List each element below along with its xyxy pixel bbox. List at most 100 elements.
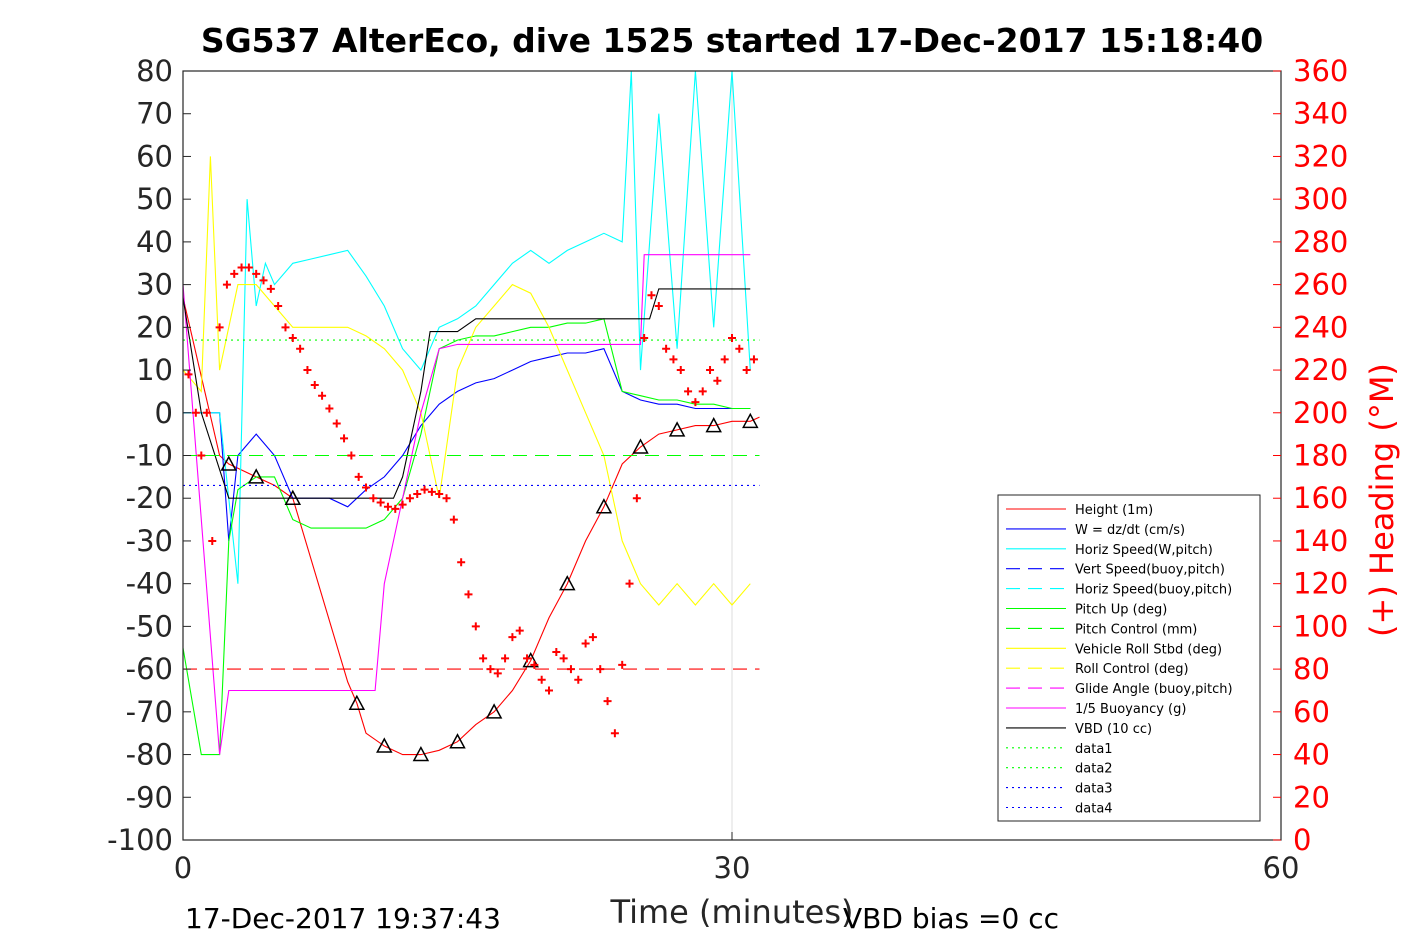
heading-point bbox=[676, 366, 685, 375]
legend: Height (1m) W = dz/dt (cm/s) Horiz Speed(W… bbox=[997, 494, 1261, 822]
height-marker bbox=[668, 421, 686, 437]
height-marker bbox=[742, 412, 759, 429]
legend-label: data2 bbox=[1075, 762, 1113, 777]
x-tick-label: 60 bbox=[1263, 851, 1300, 885]
height-marker bbox=[449, 733, 466, 749]
heading-point bbox=[427, 487, 436, 496]
height-marker bbox=[595, 498, 613, 514]
heading-point bbox=[552, 648, 561, 657]
heading-point bbox=[202, 408, 211, 417]
heading-point bbox=[369, 494, 378, 503]
legend-label: Pitch Control (mm) bbox=[1075, 622, 1197, 637]
y-tick-label-right: 140 bbox=[1293, 524, 1348, 558]
heading-point bbox=[713, 376, 722, 385]
y-tick-label-left: -80 bbox=[126, 738, 173, 772]
series-line-2 bbox=[183, 70, 751, 584]
y-tick-label-right: 280 bbox=[1293, 225, 1348, 259]
heading-point bbox=[684, 387, 693, 396]
heading-point bbox=[742, 366, 751, 375]
heading-point bbox=[266, 284, 275, 293]
heading-point bbox=[486, 665, 495, 674]
y-tick-label-left: -50 bbox=[126, 609, 173, 643]
y-tick-label-right: 200 bbox=[1293, 396, 1348, 430]
legend-label: Horiz Speed(W,pitch) bbox=[1075, 543, 1213, 558]
heading-point bbox=[222, 280, 231, 289]
series-layer bbox=[182, 70, 760, 762]
legend-label: Horiz Speed(buoy,pitch) bbox=[1075, 583, 1232, 598]
heading-point bbox=[596, 665, 605, 674]
y-tick-label-right: 240 bbox=[1293, 310, 1348, 344]
heading-point bbox=[325, 404, 334, 413]
heading-point bbox=[296, 344, 305, 353]
heading-point bbox=[537, 675, 546, 684]
heading-point bbox=[318, 391, 327, 400]
heading-point bbox=[493, 669, 502, 678]
y-tick-label-left: -10 bbox=[126, 439, 173, 473]
heading-point bbox=[508, 633, 517, 642]
legend-label: VBD (10 cc) bbox=[1075, 722, 1152, 737]
footer-timestamp: 17-Dec-2017 19:37:43 bbox=[185, 902, 501, 935]
heading-point bbox=[191, 408, 200, 417]
heading-point bbox=[654, 301, 663, 310]
legend-label: Glide Angle (buoy,pitch) bbox=[1075, 682, 1233, 697]
legend-label: data1 bbox=[1075, 742, 1113, 757]
legend-label: Roll Control (deg) bbox=[1075, 662, 1189, 677]
x-tick-label: 0 bbox=[174, 851, 192, 885]
heading-point bbox=[376, 498, 385, 507]
x-axis-label: Time (minutes) bbox=[610, 893, 854, 931]
heading-point bbox=[515, 626, 524, 635]
heading-point bbox=[574, 675, 583, 684]
heading-point bbox=[340, 434, 349, 443]
y-tick-label-right: 60 bbox=[1293, 695, 1330, 729]
heading-layer bbox=[184, 263, 758, 738]
heading-point bbox=[184, 370, 193, 379]
series-line-4 bbox=[182, 156, 751, 606]
y-tick-label-right: 180 bbox=[1293, 439, 1348, 473]
heading-point bbox=[691, 398, 700, 407]
legend-label: Vert Speed(buoy,pitch) bbox=[1075, 563, 1225, 578]
heading-point bbox=[347, 451, 356, 460]
height-marker bbox=[412, 745, 430, 762]
legend-label: Pitch Up (deg) bbox=[1075, 603, 1167, 618]
y-tick-label-right: 260 bbox=[1293, 268, 1348, 302]
heading-point bbox=[442, 494, 451, 503]
y-tick-label-left: 70 bbox=[136, 97, 173, 131]
y-tick-label-left: -60 bbox=[126, 652, 173, 686]
y-tick-label-right: 360 bbox=[1293, 54, 1348, 88]
height-marker bbox=[247, 468, 265, 484]
y-tick-label-left: 10 bbox=[136, 353, 173, 387]
heading-point bbox=[471, 622, 480, 631]
heading-point bbox=[625, 579, 634, 588]
heading-point bbox=[281, 323, 290, 332]
y-tick-label-right: 20 bbox=[1293, 780, 1330, 814]
legend-label: data4 bbox=[1075, 802, 1113, 817]
heading-point bbox=[647, 291, 656, 300]
series-line-6 bbox=[182, 288, 751, 499]
height-marker bbox=[376, 737, 393, 753]
y-tick-label-left: -100 bbox=[107, 823, 173, 857]
y-tick-label-left: -90 bbox=[126, 780, 173, 814]
heading-point bbox=[237, 263, 246, 272]
series-line-1 bbox=[183, 348, 751, 541]
y-tick-label-right: 0 bbox=[1293, 823, 1311, 857]
heading-point bbox=[215, 323, 224, 332]
heading-point bbox=[662, 344, 671, 353]
height-marker bbox=[348, 694, 366, 711]
heading-point bbox=[288, 334, 297, 343]
heading-point bbox=[706, 366, 715, 375]
y-tick-label-right: 340 bbox=[1293, 97, 1348, 131]
y-tick-label-right: 300 bbox=[1293, 182, 1348, 216]
heading-point bbox=[749, 355, 758, 364]
heading-point bbox=[559, 654, 568, 663]
heading-point bbox=[610, 729, 619, 738]
heading-point bbox=[698, 387, 707, 396]
y-tick-label-left: 0 bbox=[155, 396, 173, 430]
y-tick-label-left: 50 bbox=[136, 182, 173, 216]
height-marker bbox=[284, 489, 302, 505]
footer-vbd-bias: VBD bias =0 cc bbox=[843, 902, 1059, 935]
y-tick-label-left: -30 bbox=[126, 524, 173, 558]
heading-point bbox=[479, 654, 488, 663]
heading-point bbox=[354, 472, 363, 481]
heading-point bbox=[640, 334, 649, 343]
height-marker bbox=[705, 417, 722, 433]
